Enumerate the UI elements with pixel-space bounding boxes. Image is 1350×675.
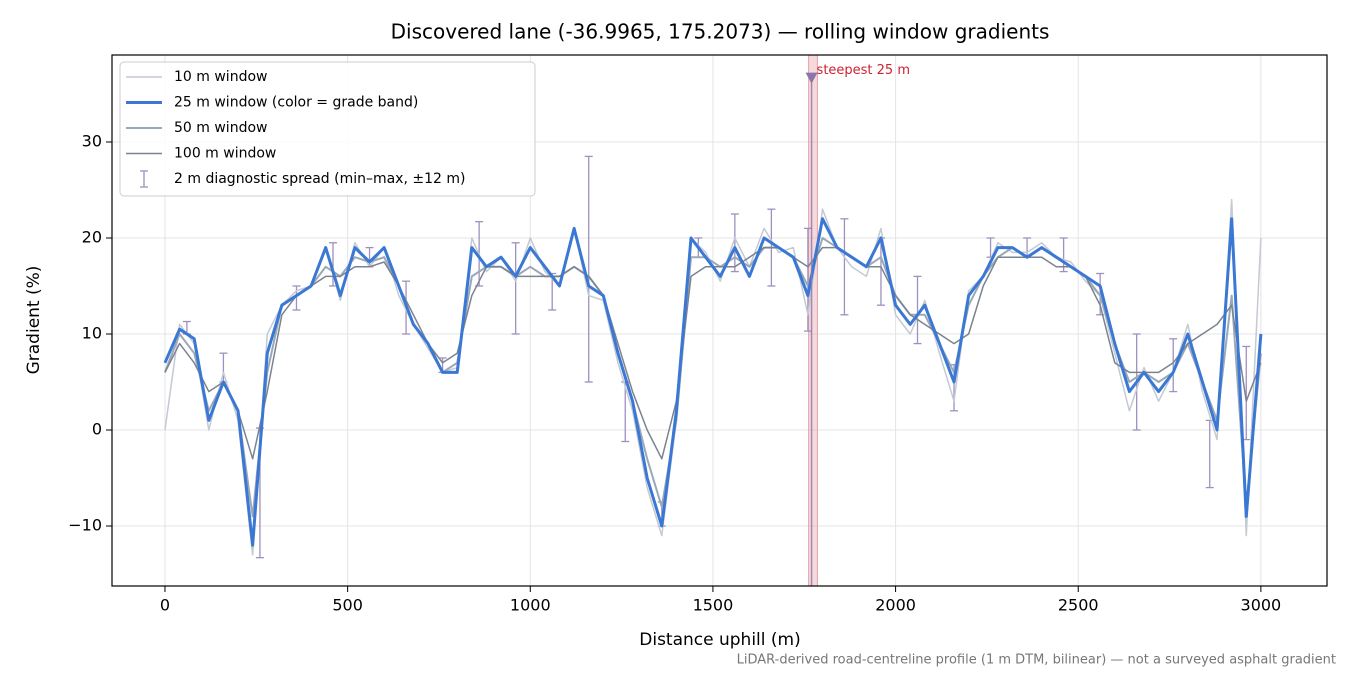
x-tick-label: 1000	[510, 596, 551, 615]
x-tick-label: 1500	[693, 596, 734, 615]
footnote: LiDAR-derived road-centreline profile (1…	[737, 653, 1336, 668]
y-tick-label: −10	[68, 515, 102, 534]
legend: 10 m window 25 m window (color = grade ba…	[119, 61, 536, 197]
error-bar	[584, 155, 593, 383]
error-bar	[219, 352, 228, 383]
plot-frame	[111, 54, 1328, 587]
error-bar	[1059, 237, 1068, 273]
series-layer	[163, 55, 1263, 586]
x-tick-label: 2500	[1058, 596, 1099, 615]
y-tick-label: 0	[92, 419, 102, 438]
y-tick-label: 10	[82, 323, 102, 342]
y-axis-label: Gradient (%)	[24, 266, 44, 375]
error-bar	[730, 213, 739, 273]
x-tick-label: 3000	[1241, 596, 1282, 615]
legend-label: 2 m diagnostic spread (min–max, ±12 m)	[174, 171, 465, 187]
y-tick-label: 30	[82, 131, 102, 150]
legend-label: 10 m window	[174, 69, 267, 85]
chart-title: Discovered lane (-36.9965, 175.2073) — r…	[391, 20, 1050, 44]
x-tick-label: 0	[160, 596, 170, 615]
steepest-label: steepest 25 m	[817, 63, 910, 78]
steepest-span	[808, 55, 818, 586]
legend-label: 25 m window (color = grade band)	[174, 95, 418, 111]
legend-label: 100 m window	[174, 146, 276, 162]
legend-frame	[119, 61, 536, 197]
legend-label: 50 m window	[174, 120, 267, 136]
error-bar	[511, 242, 520, 335]
series-line	[163, 217, 1263, 547]
error-bar	[292, 285, 301, 311]
error-bar	[840, 218, 849, 316]
y-tick-label: 20	[82, 227, 102, 246]
error-bar	[913, 275, 922, 345]
x-tick-label: 500	[332, 596, 363, 615]
x-tick-label: 2000	[875, 596, 916, 615]
x-axis-label: Distance uphill (m)	[639, 630, 800, 650]
error-bar	[1205, 419, 1214, 489]
error-bar	[1169, 338, 1178, 393]
